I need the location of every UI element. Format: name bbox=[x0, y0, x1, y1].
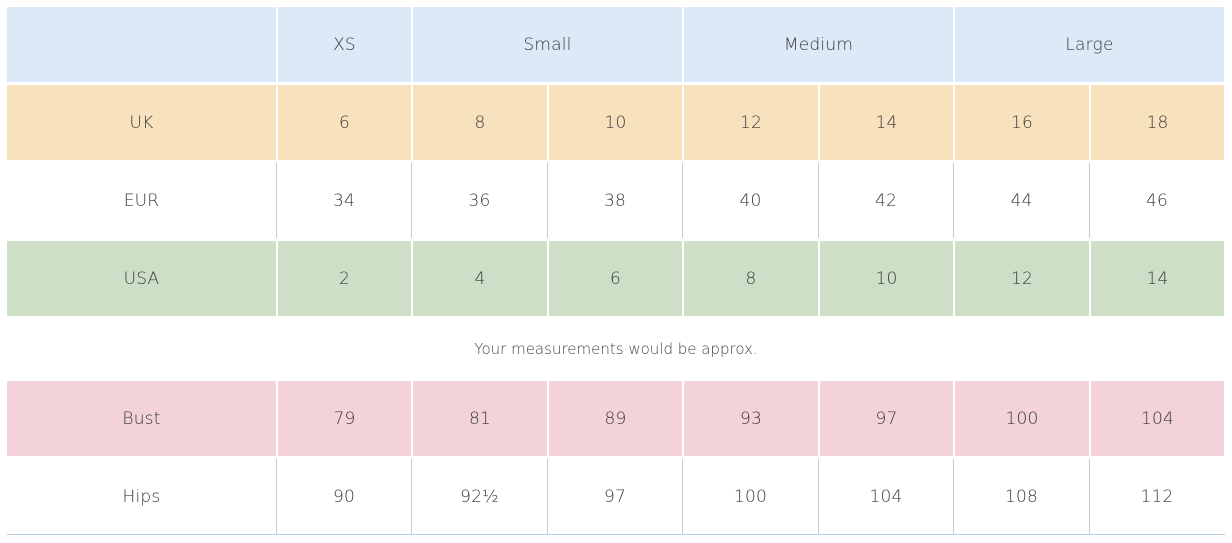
header-small: Small bbox=[411, 7, 682, 82]
eur-row: EUR 34 36 38 40 42 44 46 bbox=[7, 163, 1225, 238]
usa-value: 10 bbox=[818, 241, 953, 316]
uk-value: 6 bbox=[276, 85, 411, 160]
usa-value: 6 bbox=[547, 241, 682, 316]
size-header-row: XS Small Medium Large bbox=[7, 7, 1225, 82]
usa-value: 2 bbox=[276, 241, 411, 316]
bust-value: 81 bbox=[411, 381, 547, 456]
eur-value: 40 bbox=[682, 163, 818, 238]
hips-value: 90 bbox=[276, 459, 411, 534]
usa-value: 8 bbox=[682, 241, 818, 316]
usa-value: 14 bbox=[1089, 241, 1224, 316]
measurements-note: Your measurements would be approx. bbox=[474, 340, 758, 358]
uk-value: 8 bbox=[411, 85, 547, 160]
row-label-eur: EUR bbox=[7, 163, 276, 238]
eur-value: 42 bbox=[818, 163, 953, 238]
header-xs: XS bbox=[276, 7, 411, 82]
bust-value: 97 bbox=[818, 381, 953, 456]
row-label-hips: Hips bbox=[7, 459, 276, 534]
bust-value: 93 bbox=[682, 381, 818, 456]
hips-value: 100 bbox=[682, 459, 818, 534]
hips-value: 104 bbox=[818, 459, 953, 534]
uk-value: 14 bbox=[818, 85, 953, 160]
hips-value: 112 bbox=[1089, 459, 1224, 534]
uk-value: 18 bbox=[1089, 85, 1224, 160]
usa-value: 4 bbox=[411, 241, 547, 316]
eur-value: 36 bbox=[411, 163, 547, 238]
uk-row: UK 6 8 10 12 14 16 18 bbox=[7, 85, 1225, 160]
hips-value: 97 bbox=[547, 459, 682, 534]
bust-value: 89 bbox=[547, 381, 682, 456]
eur-value: 46 bbox=[1089, 163, 1224, 238]
header-medium: Medium bbox=[682, 7, 953, 82]
uk-value: 16 bbox=[953, 85, 1089, 160]
eur-value: 44 bbox=[953, 163, 1089, 238]
bust-value: 100 bbox=[953, 381, 1089, 456]
header-large: Large bbox=[953, 7, 1224, 82]
header-blank-cell bbox=[7, 7, 276, 82]
uk-value: 12 bbox=[682, 85, 818, 160]
bust-value: 79 bbox=[276, 381, 411, 456]
row-label-bust: Bust bbox=[7, 381, 276, 456]
row-label-uk: UK bbox=[7, 85, 276, 160]
eur-value: 38 bbox=[547, 163, 682, 238]
usa-value: 12 bbox=[953, 241, 1089, 316]
hips-value: 92½ bbox=[411, 459, 547, 534]
hips-row: Hips 90 92½ 97 100 104 108 112 bbox=[7, 459, 1225, 535]
uk-value: 10 bbox=[547, 85, 682, 160]
eur-value: 34 bbox=[276, 163, 411, 238]
hips-value: 108 bbox=[953, 459, 1089, 534]
bust-value: 104 bbox=[1089, 381, 1224, 456]
usa-row: USA 2 4 6 8 10 12 14 bbox=[7, 241, 1225, 316]
bust-row: Bust 79 81 89 93 97 100 104 bbox=[7, 381, 1225, 456]
row-label-usa: USA bbox=[7, 241, 276, 316]
